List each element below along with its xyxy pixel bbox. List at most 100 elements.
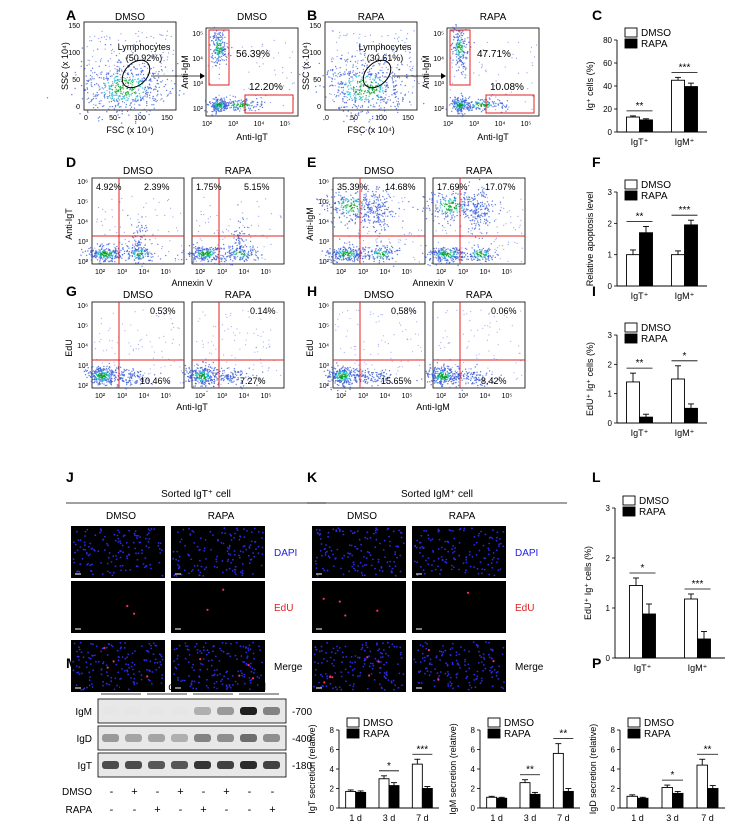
flow-event: [382, 254, 384, 256]
flow-event: [346, 61, 349, 63]
flow-event: [377, 219, 379, 222]
flow-event: [340, 202, 342, 205]
flow-event: [145, 202, 147, 204]
flow-event: [395, 96, 397, 98]
flow-event: [439, 257, 442, 259]
flow-event: [109, 38, 111, 40]
flow-event: [349, 70, 351, 73]
flow-event: [114, 249, 117, 251]
flow-event: [355, 85, 358, 88]
flow-event: [439, 199, 442, 201]
flow-event: [471, 233, 474, 235]
flow-event: [350, 218, 352, 220]
flow-event: [470, 258, 472, 260]
flow-event: [221, 104, 223, 106]
flow-event: [355, 76, 358, 78]
flow-event: [363, 226, 365, 228]
flow-event: [437, 258, 439, 260]
flow-event: [453, 253, 456, 255]
flow-event: [450, 102, 452, 105]
flow-event: [331, 206, 333, 208]
flow-event: [431, 198, 433, 200]
flow-event: [380, 241, 382, 243]
flow-event: [157, 93, 159, 96]
flow-event: [384, 223, 386, 225]
flow-event: [204, 253, 207, 255]
flow-event: [367, 184, 369, 187]
flow-event: [349, 255, 351, 257]
flow-event: [135, 95, 138, 98]
flow-event: [396, 253, 399, 256]
flow-event: [359, 33, 361, 36]
flow-event: [121, 254, 124, 256]
flow-event: [132, 98, 135, 101]
flow-event: [338, 37, 340, 39]
flow-event: [260, 97, 262, 99]
flow-event: [517, 72, 520, 74]
gate-igm: [208, 29, 230, 86]
flow-event: [178, 94, 180, 96]
flow-event: [229, 218, 231, 220]
flow-event: [90, 79, 92, 81]
flow-event: [344, 60, 347, 62]
flow-event: [136, 96, 139, 98]
flow-event: [219, 99, 221, 101]
flow-event: [353, 93, 355, 95]
flow-event: [339, 31, 341, 33]
flow-event: [206, 251, 209, 253]
flow-event: [164, 84, 167, 86]
flow-event: [455, 47, 457, 49]
flow-event: [452, 261, 454, 263]
flow-event: [161, 56, 164, 58]
flow-event: [110, 257, 112, 259]
flow-event: [391, 200, 393, 202]
flow-event: [92, 97, 95, 100]
flow-event: [340, 83, 342, 85]
flow-event: [366, 91, 368, 94]
flow-event: [225, 55, 227, 57]
flow-event: [226, 107, 228, 110]
flow-event: [221, 53, 223, 55]
flow-event: [219, 110, 221, 112]
flow-event: [95, 97, 97, 100]
flow-event: [476, 203, 479, 205]
flow-event: [119, 226, 121, 228]
flow-event: [379, 78, 381, 80]
flow-event: [141, 78, 143, 80]
flow-event: [234, 100, 236, 102]
flow-event: [367, 73, 370, 75]
flow-event: [168, 231, 170, 233]
flow-event: [221, 248, 223, 250]
flow-event: [261, 106, 264, 109]
flow-event: [395, 100, 398, 102]
flow-event: [235, 109, 237, 112]
flow-event: [174, 83, 176, 85]
flow-event: [453, 250, 456, 252]
flow-event: [201, 249, 204, 251]
flow-event: [217, 43, 219, 45]
flow-event: [464, 62, 466, 64]
flow-event: [343, 34, 345, 36]
flow-event: [114, 104, 117, 107]
flow-event: [381, 35, 383, 37]
flow-event: [384, 62, 386, 64]
flow-event: [430, 251, 432, 253]
flow-event: [115, 111, 118, 113]
flow-event: [333, 196, 336, 198]
flow-event: [223, 97, 225, 99]
flow-event: [235, 257, 237, 259]
flow-event: [97, 117, 100, 119]
flow-event: [484, 50, 486, 52]
flow-event: [201, 251, 204, 253]
flow-event: [427, 264, 429, 266]
flow-event: [471, 255, 473, 257]
flow-event: [200, 257, 202, 260]
flow-event: [119, 116, 121, 119]
flow-event: [170, 35, 172, 38]
flow-event: [481, 208, 483, 210]
flow-event: [355, 256, 357, 258]
x-tick: 10³: [228, 121, 239, 128]
flow-event: [368, 203, 370, 206]
flow-event: [443, 249, 445, 252]
flow-event: [138, 240, 140, 242]
